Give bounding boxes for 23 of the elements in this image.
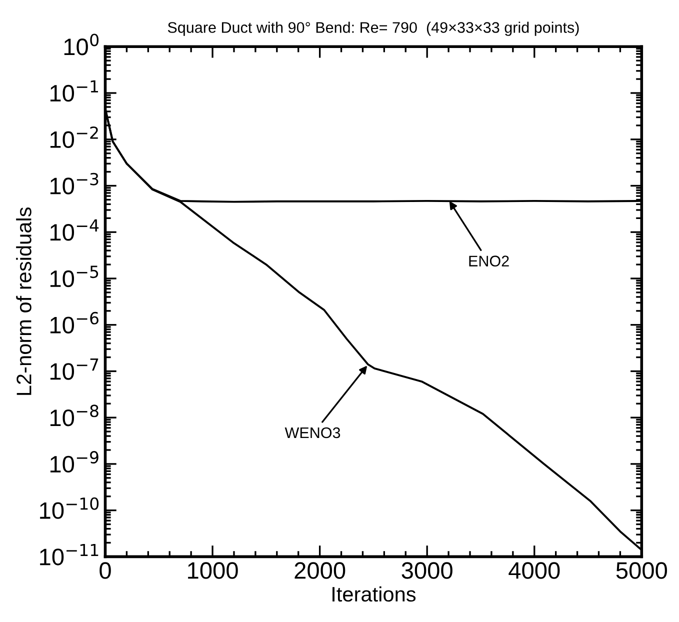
y-tick-label: 10$^{−2}$ <box>50 126 98 148</box>
y-tick-label: 10$^{−11}$ <box>40 544 98 566</box>
y-tick-label: 10$^{0}$ <box>64 34 99 56</box>
y-tick-label: 10$^{−5}$ <box>50 266 98 288</box>
y-tick-label: 10$^{−10}$ <box>40 497 99 519</box>
y-tick-label: 10$^{−7}$ <box>50 358 98 380</box>
y-tick-label: 10$^{−3}$ <box>50 172 98 194</box>
chart-title: Square Duct with 90° Bend: Re= 790 (49×33×33 grid points) <box>168 22 579 36</box>
x-tick-label: 0 <box>100 562 111 579</box>
x-tick-label: 5000 <box>616 562 667 579</box>
y-tick-label: 10$^{−8}$ <box>50 404 98 426</box>
annotation: ENO2 <box>469 256 509 266</box>
x-tick-label: 2000 <box>294 562 346 579</box>
y-tick-label: 10$^{−6}$ <box>50 312 98 334</box>
x-axis-title: Iterations <box>332 586 416 602</box>
y-tick-label: 10$^{−9}$ <box>50 451 98 473</box>
x-tick-label: 3000 <box>402 562 452 579</box>
x-tick-label: 4000 <box>508 562 560 579</box>
annotation: WENO3 <box>284 427 340 438</box>
y-tick-label: 10$^{−4}$ <box>50 219 99 241</box>
y-tick-label: 10$^{−1}$ <box>50 80 98 102</box>
x-tick-label: 1000 <box>188 562 238 579</box>
y-axis-title: L2-norm of residuals <box>16 207 32 395</box>
